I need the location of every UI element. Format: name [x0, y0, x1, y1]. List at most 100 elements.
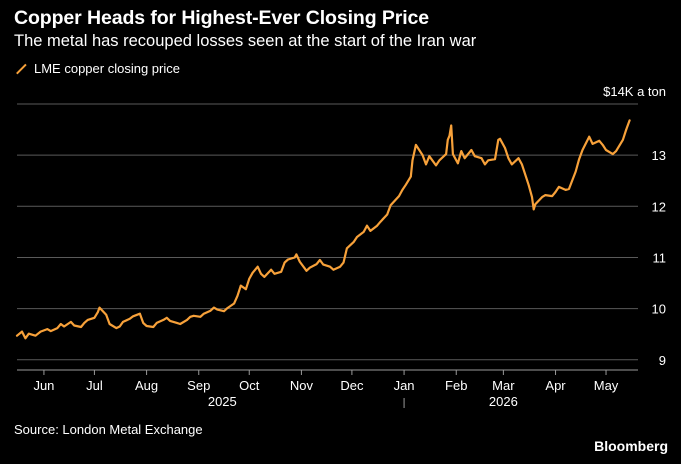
- data-point: [263, 276, 266, 278]
- data-point: [386, 213, 389, 216]
- y-tick-label: 13: [652, 148, 666, 163]
- x-tick-label: Jul: [86, 378, 103, 393]
- y-tick-label: 10: [652, 302, 666, 317]
- data-point: [588, 135, 591, 138]
- data-point: [98, 306, 101, 309]
- data-point: [128, 317, 131, 320]
- data-point: [504, 147, 506, 149]
- data-point: [578, 158, 580, 161]
- data-point: [122, 321, 124, 323]
- data-point: [176, 322, 178, 324]
- data-point: [463, 157, 466, 160]
- data-point: [401, 189, 404, 191]
- data-point: [293, 256, 296, 259]
- data-point: [527, 183, 530, 186]
- x-tick-label: Mar: [492, 378, 515, 393]
- x-tick-label: Oct: [239, 378, 260, 393]
- data-point: [558, 186, 560, 188]
- x-tick-label: Aug: [135, 378, 158, 393]
- data-point: [494, 158, 496, 161]
- data-point: [470, 149, 473, 151]
- x-tick-label: Dec: [340, 378, 364, 393]
- chart-subtitle: The metal has recouped losses seen at th…: [14, 32, 477, 50]
- data-point: [532, 208, 535, 211]
- data-point: [460, 150, 463, 153]
- data-point: [46, 328, 49, 330]
- data-point: [510, 163, 513, 166]
- data-point: [80, 326, 82, 328]
- data-point: [226, 307, 229, 309]
- data-point: [339, 265, 341, 268]
- x-tick-label: Feb: [445, 378, 467, 393]
- data-point: [270, 268, 272, 271]
- data-point: [484, 163, 486, 166]
- data-point: [448, 134, 451, 137]
- data-point: [601, 144, 604, 146]
- data-point: [179, 323, 182, 325]
- data-point: [591, 143, 594, 145]
- data-point: [162, 319, 165, 321]
- data-point: [346, 247, 348, 250]
- data-point: [480, 157, 483, 160]
- data-point: [16, 334, 18, 337]
- data-point: [322, 263, 325, 266]
- data-point: [236, 294, 239, 297]
- data-point: [497, 138, 500, 141]
- data-point: [598, 139, 601, 142]
- x-tick-label: Jun: [33, 378, 54, 393]
- data-point: [213, 306, 215, 309]
- data-point: [192, 314, 195, 317]
- data-point: [34, 334, 37, 337]
- data-point: [379, 220, 382, 223]
- data-point: [342, 261, 345, 264]
- data-point: [362, 231, 365, 233]
- data-point: [409, 175, 412, 178]
- data-point: [49, 330, 52, 332]
- data-point: [233, 302, 236, 305]
- data-point: [139, 312, 141, 315]
- data-point: [487, 159, 490, 162]
- data-point: [295, 253, 298, 256]
- data-point: [499, 137, 501, 140]
- data-point: [63, 325, 65, 328]
- data-point: [473, 155, 476, 158]
- data-point: [132, 315, 135, 318]
- data-point: [56, 327, 59, 329]
- data-point: [376, 224, 378, 227]
- data-point: [59, 323, 62, 325]
- y-tick-label: 11: [653, 250, 667, 265]
- legend: LME copper closing price: [14, 61, 180, 76]
- data-point: [450, 124, 453, 127]
- data-point: [108, 323, 111, 325]
- data-point: [554, 191, 557, 193]
- data-point: [352, 241, 355, 244]
- data-point: [273, 272, 276, 275]
- data-point: [611, 153, 614, 156]
- data-point: [93, 316, 96, 319]
- data-point: [457, 162, 459, 165]
- data-point: [425, 163, 427, 166]
- data-point: [356, 236, 358, 238]
- data-point: [73, 324, 76, 327]
- data-point: [105, 313, 108, 316]
- data-point: [248, 278, 251, 280]
- data-point: [541, 196, 543, 199]
- data-point: [256, 265, 259, 268]
- data-point: [315, 263, 318, 265]
- data-point: [70, 321, 72, 323]
- data-point: [145, 325, 148, 327]
- data-point: [298, 260, 301, 263]
- data-point: [544, 194, 547, 197]
- data-point: [428, 155, 431, 158]
- data-point: [189, 315, 192, 318]
- data-point: [332, 268, 335, 271]
- data-point: [260, 272, 262, 275]
- data-point: [209, 309, 212, 312]
- data-point: [27, 332, 30, 335]
- data-point: [186, 319, 188, 321]
- series-line: [15, 119, 631, 340]
- data-point: [305, 269, 308, 272]
- data-point: [96, 311, 99, 314]
- data-point: [329, 265, 331, 268]
- data-point: [223, 310, 225, 313]
